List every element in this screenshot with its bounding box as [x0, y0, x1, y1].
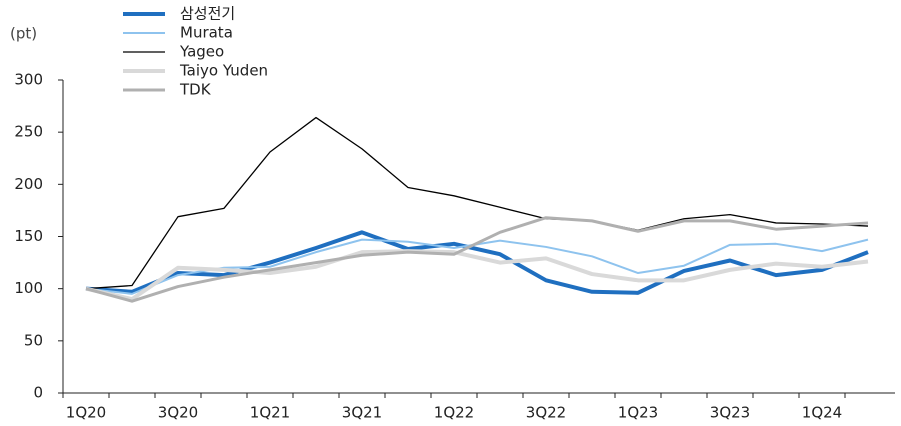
x-tick-label: 1Q20 [66, 404, 106, 422]
series-line [85, 116, 869, 290]
legend-label: TDK [179, 81, 212, 99]
y-tick-label: 250 [14, 123, 43, 141]
y-axis-label: (pt) [10, 25, 37, 43]
series-line [85, 216, 869, 303]
x-tick-label: 3Q20 [158, 404, 198, 422]
y-tick-label: 150 [14, 227, 43, 245]
y-tick-label: 200 [14, 175, 43, 193]
y-tick-label: 0 [33, 384, 43, 402]
x-tick-label: 1Q24 [802, 404, 842, 422]
x-tick-label: 3Q23 [710, 404, 750, 422]
legend-label: Murata [180, 24, 233, 42]
legend-label: Taiyo Yuden [179, 62, 268, 80]
x-tick-label: 1Q21 [250, 404, 290, 422]
x-tick-label: 3Q22 [526, 404, 566, 422]
y-tick-label: 300 [14, 71, 43, 89]
y-tick-label: 50 [24, 331, 43, 349]
x-tick-label: 3Q21 [342, 404, 382, 422]
series-line [85, 230, 869, 295]
series-line [85, 249, 869, 302]
y-tick-label: 100 [14, 279, 43, 297]
legend-label: Yageo [179, 43, 224, 61]
x-tick-label: 1Q22 [434, 404, 474, 422]
legend-label: 삼성전기 [180, 5, 235, 23]
x-tick-label: 1Q23 [618, 404, 658, 422]
